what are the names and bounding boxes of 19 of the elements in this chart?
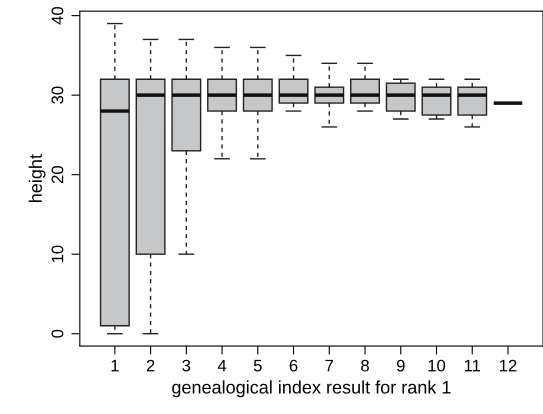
x-tick-label: 5 — [254, 360, 262, 372]
x-tick-label: 8 — [361, 360, 369, 372]
y-axis-title: height — [28, 154, 46, 202]
x-tick-label: 10 — [428, 360, 446, 372]
x-tick-label: 6 — [290, 360, 298, 372]
x-axis-title: genealogical index result for rank 1 — [172, 380, 451, 398]
x-tick-label: 12 — [500, 360, 516, 372]
y-tick-label: 0 — [52, 330, 64, 338]
x-tick-label: 7 — [326, 360, 334, 372]
x-tick-label: 2 — [146, 360, 154, 372]
x-tick-label: 4 — [218, 360, 226, 372]
x-tick-label: 11 — [464, 360, 480, 372]
y-tick-label: 30 — [52, 86, 64, 104]
y-tick-label: 40 — [52, 7, 64, 25]
y-tick-label: 20 — [52, 166, 64, 184]
x-tick-label: 1 — [111, 360, 119, 372]
x-tick-label: 9 — [396, 360, 405, 372]
y-tick-label: 10 — [52, 246, 64, 262]
x-tick-label: 3 — [182, 360, 190, 372]
